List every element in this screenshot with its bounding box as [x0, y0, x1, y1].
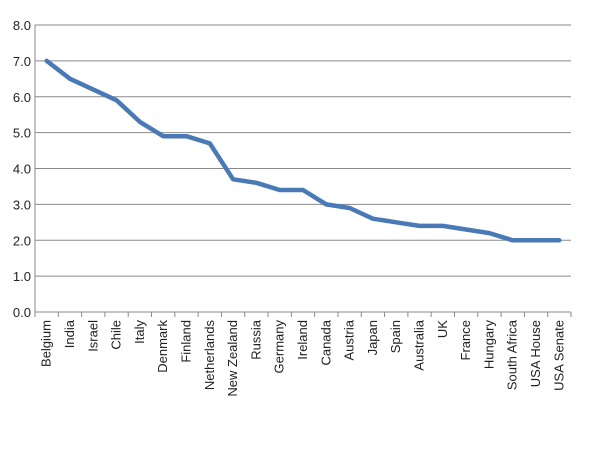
y-tick-label: 8.0	[13, 18, 31, 33]
x-tick-label: Australia	[412, 319, 427, 370]
y-tick-label: 3.0	[13, 197, 31, 212]
x-tick-label: Chile	[109, 320, 124, 350]
x-tick-label: South Africa	[505, 319, 520, 390]
y-tick-label: 4.0	[13, 162, 31, 177]
y-tick-label: 0.0	[13, 305, 31, 320]
x-tick-label: Belgium	[39, 320, 54, 367]
x-tick-label: Israel	[85, 320, 100, 352]
x-tick-label: India	[62, 319, 77, 348]
y-tick-label: 1.0	[13, 269, 31, 284]
y-tick-label: 6.0	[13, 90, 31, 105]
x-tick-label: Denmark	[155, 320, 170, 373]
y-tick-label: 7.0	[13, 54, 31, 69]
gridlines	[34, 24, 571, 313]
x-tick-label: Canada	[318, 319, 333, 365]
x-tick-label: Austria	[342, 319, 357, 360]
x-tick-label: Germany	[272, 320, 287, 374]
y-tick-label: 5.0	[13, 126, 31, 141]
x-tick-label: Spain	[388, 320, 403, 353]
x-tick-label: France	[458, 320, 473, 360]
x-tick-label: Finland	[178, 320, 193, 363]
x-tick-label: New Zealand	[225, 320, 240, 397]
x-tick-label: Italy	[132, 320, 147, 344]
x-tick-label: Ireland	[295, 320, 310, 360]
x-tick-label: Russia	[248, 319, 263, 360]
series-group	[44, 58, 562, 243]
y-axis-ticks: 0.0 1.0 2.0 3.0 4.0 5.0 6.0 7.0 8.0	[13, 18, 31, 320]
x-tick-label: Hungary	[481, 320, 496, 370]
x-tick-label: Japan	[365, 320, 380, 355]
x-tick-label: USA Senate	[551, 320, 566, 391]
x-tick-label: UK	[435, 320, 450, 338]
x-tick-label: Netherlands	[202, 320, 217, 391]
y-tick-label: 2.0	[13, 233, 31, 248]
x-axis-ticks: Belgium India Israel Chile Italy Denmark Finla…	[34, 312, 572, 397]
x-tick-label: USA House	[528, 320, 543, 387]
